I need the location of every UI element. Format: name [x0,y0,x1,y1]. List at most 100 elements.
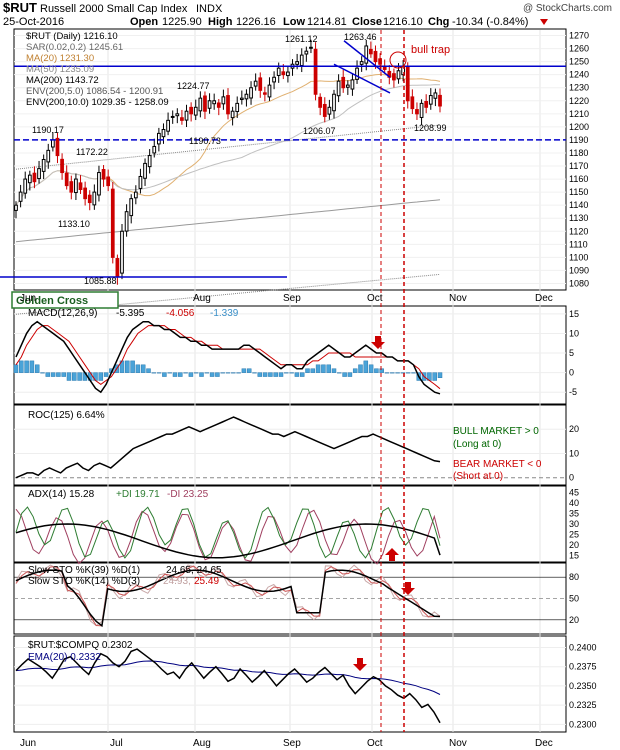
price-y-tick-label: 1150 [569,187,588,197]
candle-body [364,45,369,64]
high-value: 1226.16 [236,16,276,28]
candle-body [78,182,83,191]
macd-histogram-bar [45,372,51,377]
annotations [353,30,415,732]
macd-histogram-bar [162,372,167,377]
callout-1263-46: 1263.46 [344,32,377,42]
candle-body [23,178,28,194]
price-y-tick-label: 1190 [569,135,588,145]
macd-histogram-bar [220,372,225,374]
candle-body [355,67,359,80]
x-label-nov: Nov [449,738,467,749]
macd-histogram-bar [405,372,411,374]
price-legend-main: $RUT (Daily) 1216.10 [26,31,118,42]
candle-body [286,71,290,77]
bull-market-line2: (Long at 0) [453,439,501,450]
callout-1172-22: 1172.22 [76,147,108,157]
adx-plot [15,506,441,565]
candle-body [198,97,203,112]
chart-exchange: INDX [196,3,223,15]
macd-histogram-bar [204,372,210,374]
sto39-line [15,569,441,628]
price-y-tick-label: 1230 [569,83,589,93]
price-y-tick-label: 1220 [569,96,589,106]
macd-histogram-bar [125,360,130,373]
candle-body [60,158,64,174]
price-y-tick-label: 1250 [569,57,589,67]
macd-histogram-bar [156,372,162,374]
price-y-tick-label: 1210 [569,109,589,119]
candle-body [276,67,281,76]
macd-histogram-bar [390,372,395,374]
callout-1085-88: 1085.88 [84,276,117,286]
chart-date: 25-Oct-2016 [3,16,64,28]
x-label-jun-top: Jun [20,293,36,304]
macd-histogram-bar [437,372,443,378]
candle-body [428,95,433,105]
macd-y-tick-label: 0 [569,368,574,378]
candle-body [221,96,226,105]
price-y-tick-label: 1140 [569,200,588,210]
macd-histogram-bar [262,372,268,377]
bear-market-line2: (Short at 0) [453,471,503,482]
candle-body [263,92,267,95]
price-y-tick-label: 1240 [569,70,589,80]
x-label-oct: Oct [367,738,383,749]
ratio-y-tick-label: 0.2325 [569,700,597,710]
candle-body [46,149,51,163]
candle-body [55,137,60,157]
sto-y-tick-label: 80 [569,572,579,582]
candle-body [193,106,198,116]
callout-1208-99: 1208.99 [414,123,447,133]
macd-histogram-bar [363,360,369,373]
candle-body [51,139,55,148]
macd-line [15,320,441,395]
macd-histogram-bar [315,364,321,373]
chg-value: -10.34 (-0.84%) [452,16,528,28]
macd-histogram-bar [411,372,416,374]
price-legend-ma200: MA(200) 1143.72 [26,75,99,86]
macd-histogram-bar [183,372,188,374]
macd-histogram-bar [215,372,220,377]
candle-body [184,110,189,121]
candle-body [14,204,18,211]
chart-index-name: Russell 2000 Small Cap Index [40,3,188,15]
ratio-ema-line [15,660,441,695]
candle-body [87,194,92,204]
macd-histogram-bar [151,372,157,374]
candle-body [74,178,78,194]
adx-pdi-label: +DI 19.71 [116,489,160,500]
ratio-y-tick-label: 0.2375 [569,662,597,672]
adx-y-tick-label: 30 [569,519,579,529]
candle-body [392,73,396,81]
candle-body [212,100,217,105]
sto-y-tick-label: 50 [569,594,579,604]
price-y-tick-label: 1110 [569,239,588,249]
macd-histogram-bar [40,372,45,374]
macd-histogram-bar [289,372,294,374]
sto2-value-d: 25.49 [194,576,219,587]
macd-histogram-bar [278,372,284,377]
callout-1190-73: 1190.73 [189,136,221,146]
candle-body [341,76,346,89]
candle-body [138,175,143,189]
x-label-jul: Jul [110,738,123,749]
candle-body [239,97,244,100]
adx-y-tick-label: 25 [569,530,579,540]
macd-histogram-bar [209,372,215,377]
callout-1224-77: 1224.77 [177,81,210,91]
price-legend-sar: SAR(0.02,0.2) 1245.61 [26,42,123,53]
price-y-tick-label: 1180 [569,148,588,158]
macd-histogram-bar [72,372,77,381]
candle-body [415,109,419,115]
adx-up-arrow-icon [385,548,399,561]
macd-histogram-bar [146,368,151,373]
price-y-tick-label: 1090 [569,265,589,275]
candle-body [203,95,207,112]
ratio-y-tick-label: 0.2400 [569,643,597,653]
macd-y-tick-label: 10 [569,328,579,338]
callout-1206-07: 1206.07 [303,126,336,136]
minus-di-line [15,508,441,565]
roc-label: ROC(125) 6.64% [28,410,105,421]
plus-di-line [15,506,441,559]
